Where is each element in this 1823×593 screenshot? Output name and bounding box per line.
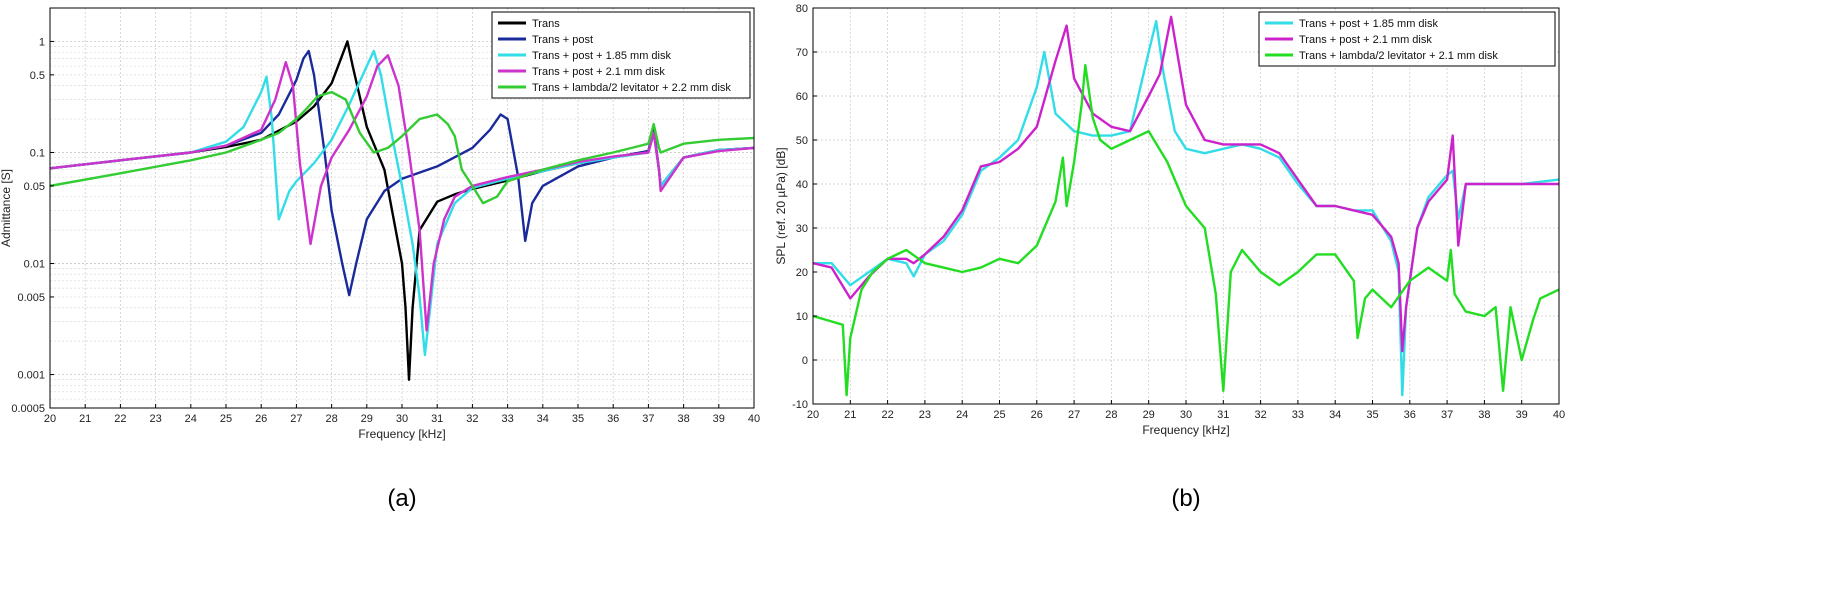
x-tick-label: 26 <box>1031 409 1043 421</box>
x-tick-label: 20 <box>807 409 819 421</box>
x-tick-label: 34 <box>537 413 549 425</box>
x-tick-label: 28 <box>1105 409 1117 421</box>
y-tick-label: 70 <box>796 47 808 59</box>
x-tick-label: 26 <box>255 413 267 425</box>
x-tick-label: 22 <box>114 413 126 425</box>
x-tick-label: 30 <box>396 413 408 425</box>
x-tick-label: 23 <box>149 413 161 425</box>
x-tick-label: 35 <box>1366 409 1378 421</box>
legend-entry: Trans + lambda/2 levitator + 2.2 mm disk <box>532 82 731 94</box>
x-tick-label: 39 <box>1516 409 1528 421</box>
y-axis-label: SPL (ref. 20 µPa) [dB] <box>774 147 788 264</box>
y-tick-label: 0.005 <box>17 292 45 304</box>
x-tick-label: 38 <box>1478 409 1490 421</box>
legend: Trans + post + 1.85 mm disk Trans + post … <box>1258 11 1556 67</box>
y-tick-label: 0.05 <box>24 181 45 193</box>
x-tick-label: 24 <box>185 413 197 425</box>
panel-label: (b) <box>1171 485 1200 512</box>
x-tick-label: 36 <box>607 413 619 425</box>
x-tick-label: 27 <box>1068 409 1080 421</box>
x-tick-label: 33 <box>501 413 513 425</box>
x-tick-label: 37 <box>1441 409 1453 421</box>
legend-entry: Trans + lambda/2 levitator + 2.1 mm disk <box>1299 50 1498 62</box>
y-tick-label: 50 <box>796 135 808 147</box>
legend: Trans Trans + post Trans + post + 1.85 mm … <box>491 11 751 99</box>
series-line-3 <box>813 63 1559 397</box>
y-tick-label: 40 <box>796 179 808 191</box>
x-tick-label: 31 <box>431 413 443 425</box>
x-axis-label: Frequency [kHz] <box>1142 423 1229 437</box>
x-tick-label: 29 <box>361 413 373 425</box>
y-tick-label: 0.01 <box>24 259 45 271</box>
y-tick-label: 10 <box>796 311 808 323</box>
x-tick-label: 27 <box>290 413 302 425</box>
x-tick-label: 23 <box>919 409 931 421</box>
y-tick-label: 0.1 <box>30 147 45 159</box>
x-tick-label: 34 <box>1329 409 1341 421</box>
y-tick-label: 1 <box>39 36 45 48</box>
x-tick-label: 36 <box>1404 409 1416 421</box>
y-tick-label: 20 <box>796 267 808 279</box>
series-line-4 <box>50 54 754 332</box>
x-tick-label: 40 <box>748 413 760 425</box>
legend-entry: Trans + post + 1.85 mm disk <box>532 50 671 62</box>
panel-label: (a) <box>387 485 416 512</box>
y-tick-label: 30 <box>796 223 808 235</box>
x-tick-label: 21 <box>844 409 856 421</box>
series-line-5 <box>50 90 754 205</box>
series-line-2 <box>813 15 1559 353</box>
y-tick-label: 60 <box>796 91 808 103</box>
legend-entry: Trans + post + 1.85 mm disk <box>1299 18 1438 30</box>
legend-entry: Trans <box>532 18 560 30</box>
x-tick-label: 31 <box>1217 409 1229 421</box>
x-tick-label: 28 <box>325 413 337 425</box>
y-axis-label: Admittance [S] <box>0 169 13 247</box>
legend-entry: Trans + post + 2.1 mm disk <box>532 66 665 78</box>
y-tick-label: 0.5 <box>30 70 45 82</box>
y-tick-label: 0.001 <box>17 370 45 382</box>
x-tick-label: 29 <box>1143 409 1155 421</box>
y-tick-label: 0 <box>802 355 808 367</box>
x-tick-label: 20 <box>44 413 56 425</box>
spl-chart: 20 21 22 23 24 25 26 27 28 29 30 31 32 33 34 35 36 37 38 39… <box>774 3 1565 512</box>
y-tick-label: 80 <box>796 3 808 15</box>
legend-entry: Trans + post <box>532 34 593 46</box>
x-tick-label: 22 <box>881 409 893 421</box>
y-tick-label: -10 <box>792 399 808 411</box>
legend-entry: Trans + post + 2.1 mm disk <box>1299 34 1432 46</box>
x-tick-label: 33 <box>1292 409 1304 421</box>
x-tick-label: 25 <box>993 409 1005 421</box>
admittance-chart: 20 21 22 23 24 25 26 27 28 29 30 31 32 33 34 35 36 37 38 39… <box>0 7 760 512</box>
x-tick-label: 35 <box>572 413 584 425</box>
y-tick-label: 0.0005 <box>11 403 45 415</box>
x-tick-label: 24 <box>956 409 968 421</box>
x-tick-label: 21 <box>79 413 91 425</box>
x-tick-label: 30 <box>1180 409 1192 421</box>
x-tick-label: 25 <box>220 413 232 425</box>
x-tick-label: 39 <box>713 413 725 425</box>
x-axis-label: Frequency [kHz] <box>358 427 445 441</box>
x-tick-label: 38 <box>677 413 689 425</box>
x-tick-label: 37 <box>642 413 654 425</box>
x-tick-label: 32 <box>1254 409 1266 421</box>
x-tick-label: 32 <box>466 413 478 425</box>
x-tick-label: 40 <box>1553 409 1565 421</box>
